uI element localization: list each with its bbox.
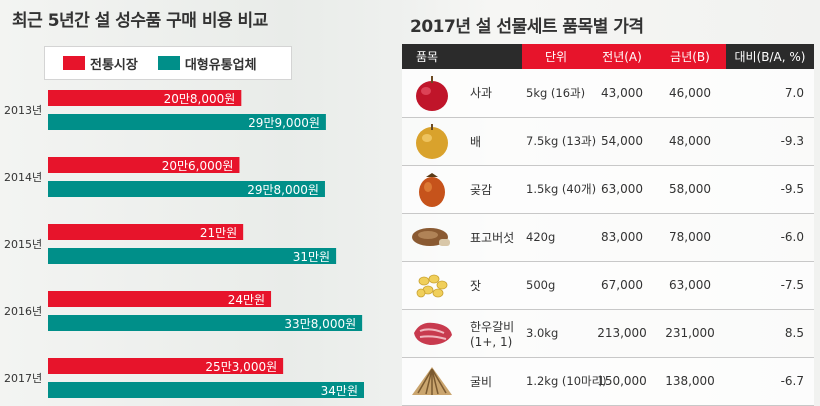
table-row-5: 한우갈비 (1+, 1) 3.0kg 213,000 231,000 8.5: [402, 309, 814, 358]
change-cell: -7.5: [726, 261, 814, 310]
shiitake-icon: [406, 215, 458, 259]
item-cell: 굴비: [402, 357, 522, 406]
legend-item-traditional: 전통시장: [63, 54, 138, 73]
item-name: 표고버섯: [470, 230, 515, 245]
pine-nut-icon: [406, 263, 458, 307]
bar-label-retailer-2: 31만원: [293, 250, 330, 264]
curr-price-cell: 138,000: [654, 357, 726, 406]
change-cell: -6.0: [726, 213, 814, 262]
curr-price-cell: 48,000: [654, 117, 726, 166]
unit-cell: 5kg (16과): [522, 69, 590, 118]
bar-label-traditional-3: 24만원: [228, 293, 265, 307]
table-row-2: 곶감 1.5kg (40개) 63,000 58,000 -9.5: [402, 165, 814, 214]
item-name: 사과: [470, 86, 493, 101]
apple-icon: [406, 71, 458, 115]
bar-retailer-4: [48, 382, 364, 398]
item-cell: 배: [402, 117, 522, 166]
unit-cell: 7.5kg (13과): [522, 117, 596, 166]
bar-retailer-1: [48, 181, 325, 197]
curr-price-cell: 46,000: [654, 69, 726, 118]
item-cell: 표고버섯: [402, 213, 522, 262]
bar-label-retailer-4: 34만원: [321, 384, 358, 398]
curr-price-cell: 78,000: [654, 213, 726, 262]
prev-price-cell: 54,000: [590, 117, 654, 166]
prev-price-cell: 83,000: [590, 213, 654, 262]
unit-cell: 420g: [522, 213, 590, 262]
header-change: 대비(B/A, %): [726, 44, 814, 69]
item-name: 굴비: [470, 374, 493, 389]
curr-price-cell: 231,000: [654, 309, 726, 358]
bar-label-retailer-0: 29만9,000원: [248, 116, 320, 130]
change-cell: -9.5: [726, 165, 814, 214]
header-unit: 단위: [522, 44, 590, 69]
legend-swatch-retailer: [157, 56, 180, 70]
year-label-0: 2013년: [4, 104, 42, 117]
year-label-1: 2014년: [4, 171, 42, 184]
bar-traditional-2: [48, 224, 244, 240]
unit-cell: 3.0kg: [522, 309, 590, 358]
header-this-year: 금년(B): [654, 44, 726, 69]
bar-chart: 20만8,000원 29만9,000원 2013년 20만6,000원 29만8,000…: [4, 90, 364, 398]
bar-label-traditional-2: 21만원: [200, 226, 237, 240]
dried-persimmon-icon: [406, 167, 458, 211]
bar-retailer-0: [48, 114, 326, 130]
price-table: 품목 단위 전년(A) 금년(B) 대비(B/A, %) 사과 5kg (16과…: [402, 44, 814, 406]
bar-label-retailer-1: 29만8,000원: [247, 183, 319, 197]
table-row-0: 사과 5kg (16과) 43,000 46,000 7.0: [402, 69, 814, 118]
legend-item-retailer: 대형유통업체: [157, 54, 257, 73]
bar-retailer-2: [48, 248, 337, 264]
year-label-4: 2017년: [4, 372, 42, 385]
change-cell: -9.3: [726, 117, 814, 166]
pear-icon: [406, 119, 458, 163]
header-item: 품목: [402, 44, 522, 69]
item-name: 한우갈비 (1+, 1): [470, 319, 515, 349]
bar-retailer-3: [48, 315, 363, 331]
table-row-4: 잣 500g 67,000 63,000 -7.5: [402, 261, 814, 310]
prev-price-cell: 63,000: [590, 165, 654, 214]
legend-label-traditional: 전통시장: [90, 57, 138, 73]
unit-cell: 1.2kg (10마리): [522, 357, 607, 406]
table-row-3: 표고버섯 420g 83,000 78,000 -6.0: [402, 213, 814, 262]
bar-label-traditional-0: 20만8,000원: [164, 92, 236, 106]
item-cell: 곶감: [402, 165, 522, 214]
legend-label-retailer: 대형유통업체: [184, 57, 257, 73]
bar-traditional-0: [48, 90, 242, 106]
change-cell: 8.5: [726, 309, 814, 358]
curr-price-cell: 63,000: [654, 261, 726, 310]
bar-label-traditional-1: 20만6,000원: [162, 159, 234, 173]
year-label-3: 2016년: [4, 305, 42, 318]
table-header-row: 품목 단위 전년(A) 금년(B) 대비(B/A, %): [402, 44, 814, 69]
legend-swatch-traditional: [63, 56, 85, 70]
year-label-2: 2015년: [4, 238, 42, 251]
item-name: 배: [470, 134, 482, 149]
item-name: 잣: [470, 278, 482, 293]
bar-traditional-4: [48, 358, 284, 374]
table-row-6: 굴비 1.2kg (10마리) 150,000 138,000 -6.7: [402, 357, 814, 406]
prev-price-cell: 150,000: [590, 357, 654, 406]
item-cell: 잣: [402, 261, 522, 310]
header-prev-year: 전년(A): [590, 44, 654, 69]
bar-label-retailer-3: 33만8,000원: [284, 317, 356, 331]
prev-price-cell: 213,000: [590, 309, 654, 358]
unit-cell: 500g: [522, 261, 590, 310]
change-cell: -6.7: [726, 357, 814, 406]
item-cell: 한우갈비 (1+, 1): [402, 309, 522, 358]
beef-rib-icon: [406, 311, 458, 355]
curr-price-cell: 58,000: [654, 165, 726, 214]
bar-traditional-1: [48, 157, 240, 173]
bar-label-traditional-4: 25만3,000원: [205, 360, 277, 374]
bar-traditional-3: [48, 291, 272, 307]
prev-price-cell: 67,000: [590, 261, 654, 310]
item-name: 곶감: [470, 182, 493, 197]
prev-price-cell: 43,000: [590, 69, 654, 118]
change-cell: 7.0: [726, 69, 814, 118]
dried-fish-icon: [406, 359, 458, 403]
table-row-1: 배 7.5kg (13과) 54,000 48,000 -9.3: [402, 117, 814, 166]
item-cell: 사과: [402, 69, 522, 118]
table-title: 2017년 설 선물세트 품목별 가격: [410, 17, 644, 37]
unit-cell: 1.5kg (40개): [522, 165, 596, 214]
bar-chart-title: 최근 5년간 설 성수품 구매 비용 비교: [12, 11, 268, 31]
chart-legend: 전통시장 대형유통업체: [44, 46, 292, 80]
